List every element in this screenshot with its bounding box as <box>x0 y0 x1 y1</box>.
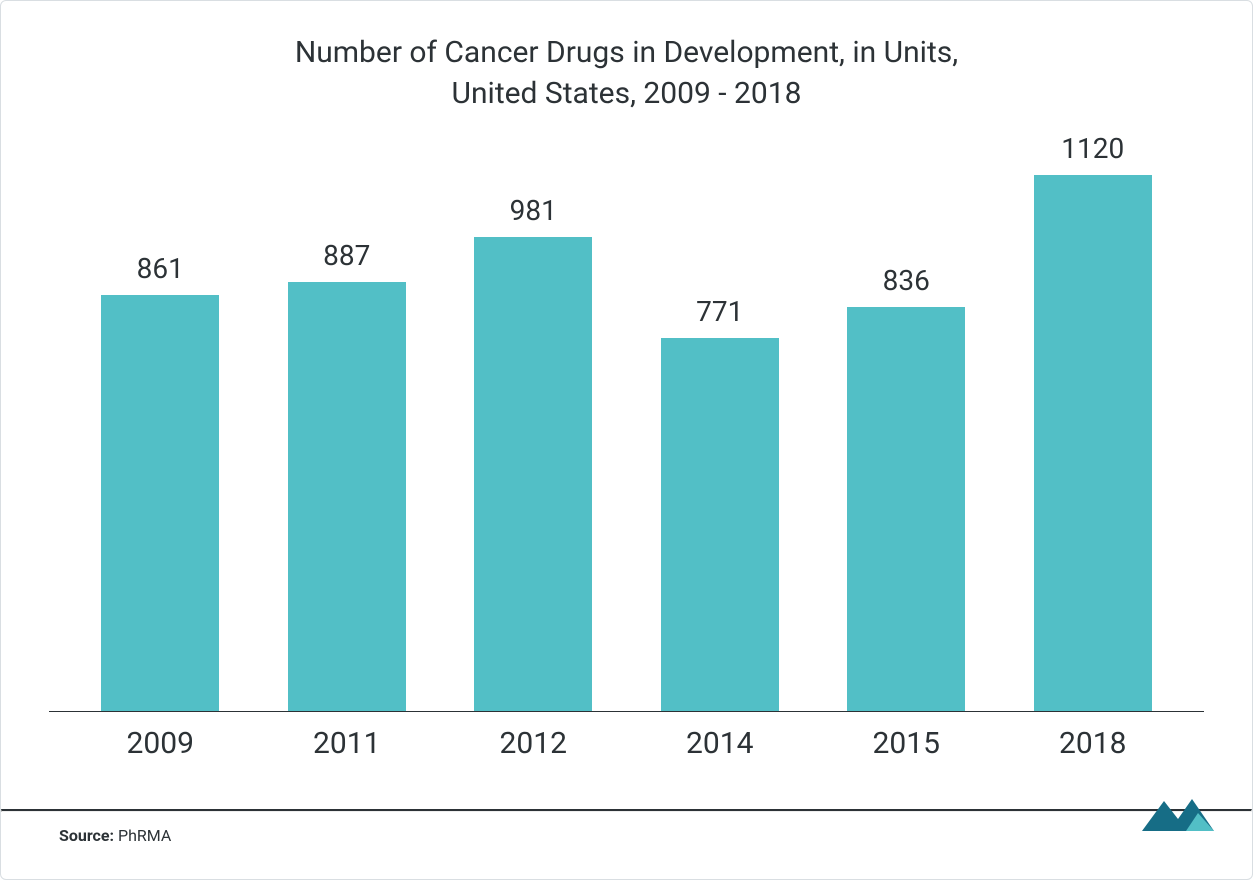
bar-value-label: 836 <box>883 264 930 297</box>
x-axis-label: 2009 <box>67 712 254 772</box>
bar-slot: 836 <box>813 132 1000 711</box>
bar-value-label: 861 <box>137 252 184 285</box>
bar-slot: 981 <box>440 132 627 711</box>
title-line-2: United States, 2009 - 2018 <box>452 76 802 111</box>
bar-value-label: 981 <box>510 194 557 227</box>
bar <box>847 307 965 711</box>
chart-card: Number of Cancer Drugs in Development, i… <box>0 0 1253 880</box>
bar-value-label: 771 <box>696 295 743 328</box>
source-citation: Source: PhRMA <box>1 812 1252 845</box>
x-axis-labels: 200920112012201420152018 <box>49 712 1204 772</box>
x-axis-label: 2011 <box>254 712 441 772</box>
chart-title: Number of Cancer Drugs in Development, i… <box>39 33 1214 114</box>
plot-region: 861 887 981 771 836 1120 <box>49 132 1204 712</box>
x-axis-label: 2012 <box>440 712 627 772</box>
chart-area: 861 887 981 771 836 1120 20092011201220142015… <box>39 132 1214 772</box>
bar <box>474 237 592 711</box>
x-axis-label: 2014 <box>627 712 814 772</box>
bar-slot: 1120 <box>1000 132 1187 711</box>
brand-logo <box>1142 791 1214 831</box>
bars-container: 861 887 981 771 836 1120 <box>49 132 1204 711</box>
bar <box>1034 175 1152 711</box>
bar-value-label: 887 <box>323 239 370 272</box>
bar-value-label: 1120 <box>1061 132 1124 165</box>
bar <box>288 282 406 711</box>
title-line-1: Number of Cancer Drugs in Development, i… <box>295 35 958 70</box>
x-axis-label: 2018 <box>1000 712 1187 772</box>
bar <box>661 338 779 711</box>
source-prefix: Source: <box>59 826 118 845</box>
bar <box>101 295 219 711</box>
bar-slot: 771 <box>627 132 814 711</box>
x-axis-label: 2015 <box>813 712 1000 772</box>
source-name: PhRMA <box>118 826 171 845</box>
chart-footer: Source: PhRMA <box>1 809 1252 857</box>
bar-slot: 887 <box>254 132 441 711</box>
bar-slot: 861 <box>67 132 254 711</box>
